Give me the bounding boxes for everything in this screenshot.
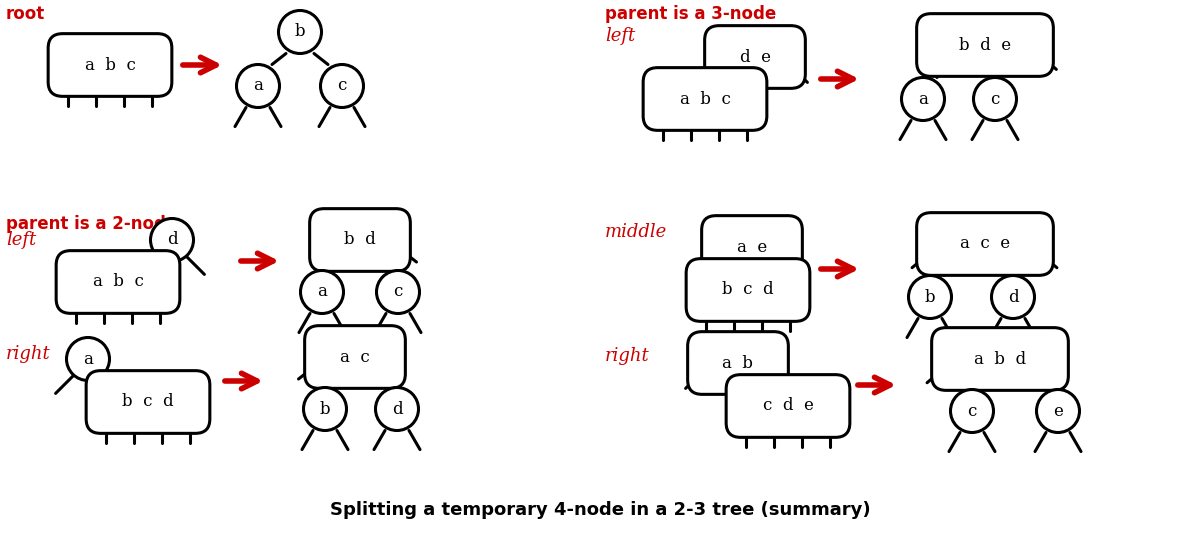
FancyBboxPatch shape — [86, 371, 210, 433]
Circle shape — [278, 11, 322, 54]
Text: a  b  c: a b c — [84, 56, 136, 74]
FancyBboxPatch shape — [726, 375, 850, 437]
FancyBboxPatch shape — [917, 213, 1054, 275]
FancyBboxPatch shape — [643, 68, 767, 130]
FancyBboxPatch shape — [688, 332, 788, 394]
Text: a  c  e: a c e — [960, 236, 1010, 252]
FancyBboxPatch shape — [931, 328, 1068, 390]
Circle shape — [150, 219, 193, 262]
Text: right: right — [605, 347, 649, 365]
Text: b  d  e: b d e — [959, 37, 1012, 54]
Text: c: c — [990, 91, 1000, 107]
Text: right: right — [6, 345, 50, 363]
Text: a  e: a e — [737, 238, 767, 256]
Circle shape — [300, 271, 343, 314]
FancyBboxPatch shape — [704, 26, 805, 89]
Circle shape — [991, 275, 1034, 318]
Text: root: root — [6, 5, 46, 23]
Text: left: left — [6, 231, 36, 249]
Circle shape — [950, 389, 994, 432]
Circle shape — [377, 271, 420, 314]
Text: a  b: a b — [722, 354, 754, 372]
Text: d: d — [167, 231, 178, 249]
Text: e: e — [1054, 403, 1063, 419]
Circle shape — [66, 337, 109, 381]
Text: b  c  d: b c d — [122, 394, 174, 410]
Text: middle: middle — [605, 223, 667, 241]
Text: d: d — [391, 401, 402, 417]
Text: parent is a 2-node: parent is a 2-node — [6, 215, 178, 233]
Text: left: left — [605, 27, 635, 45]
FancyBboxPatch shape — [310, 209, 410, 271]
Text: a  b  c: a b c — [679, 91, 731, 107]
Text: a  b  c: a b c — [92, 273, 144, 291]
Circle shape — [236, 64, 280, 107]
Circle shape — [973, 77, 1016, 120]
Circle shape — [901, 77, 944, 120]
Text: c  d  e: c d e — [762, 397, 814, 415]
Text: c: c — [394, 284, 403, 301]
Text: b  c  d: b c d — [722, 281, 774, 299]
Text: a  b  d: a b d — [974, 351, 1026, 367]
Text: b: b — [295, 24, 305, 40]
Text: c: c — [967, 403, 977, 419]
Text: a: a — [317, 284, 326, 301]
FancyBboxPatch shape — [48, 34, 172, 96]
Circle shape — [1037, 389, 1080, 432]
Circle shape — [304, 388, 347, 431]
Text: a: a — [83, 351, 92, 367]
Text: c: c — [337, 77, 347, 95]
Text: b  d: b d — [344, 231, 376, 249]
Text: d  e: d e — [739, 48, 770, 66]
Text: b: b — [925, 288, 935, 306]
FancyBboxPatch shape — [917, 13, 1054, 76]
Text: a: a — [918, 91, 928, 107]
Circle shape — [908, 275, 952, 318]
FancyBboxPatch shape — [305, 325, 406, 388]
FancyBboxPatch shape — [702, 216, 803, 278]
Text: d: d — [1008, 288, 1019, 306]
FancyBboxPatch shape — [56, 251, 180, 314]
Text: b: b — [319, 401, 330, 417]
Text: parent is a 3-node: parent is a 3-node — [605, 5, 776, 23]
Circle shape — [376, 388, 419, 431]
Text: a  c: a c — [340, 349, 370, 366]
Text: a: a — [253, 77, 263, 95]
FancyBboxPatch shape — [686, 259, 810, 321]
Text: Splitting a temporary 4-node in a 2-3 tree (summary): Splitting a temporary 4-node in a 2-3 tr… — [330, 501, 870, 519]
Circle shape — [320, 64, 364, 107]
